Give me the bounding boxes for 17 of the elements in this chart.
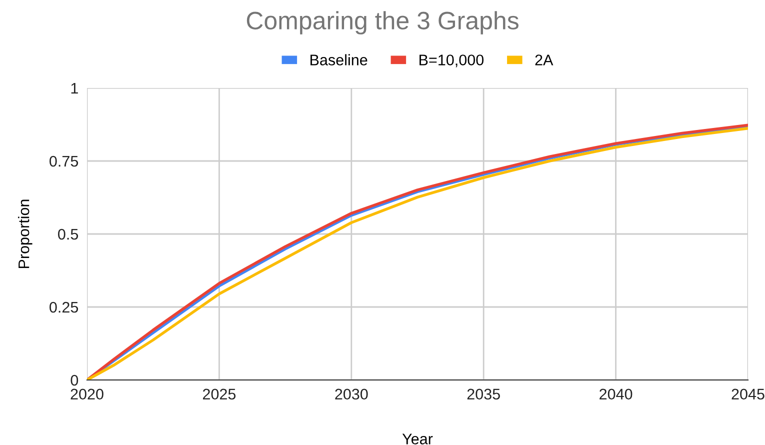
y-tick-label: 1: [71, 83, 78, 94]
x-tick-label: 2045: [732, 388, 764, 400]
legend-label: Baseline: [310, 54, 368, 66]
x-tick-label: 2025: [202, 388, 236, 400]
x-tick-label: 2035: [467, 388, 500, 400]
y-axis-title: Proportion: [18, 200, 32, 268]
y-tick-label: 0: [70, 374, 78, 386]
y-tick-label: 0.25: [50, 302, 78, 313]
y-tick-label: 0.75: [50, 156, 78, 167]
x-axis-title: Year: [402, 434, 433, 444]
x-tick-label: 2020: [70, 388, 104, 400]
legend-label: B=10,000: [420, 54, 484, 68]
legend-label: 2A: [535, 54, 554, 66]
chart-title: Comparing the 3 Graphs: [246, 11, 518, 34]
y-tick-label: 0.5: [58, 228, 78, 240]
x-tick-label: 2040: [600, 388, 632, 400]
x-tick-label: 2030: [335, 388, 368, 400]
